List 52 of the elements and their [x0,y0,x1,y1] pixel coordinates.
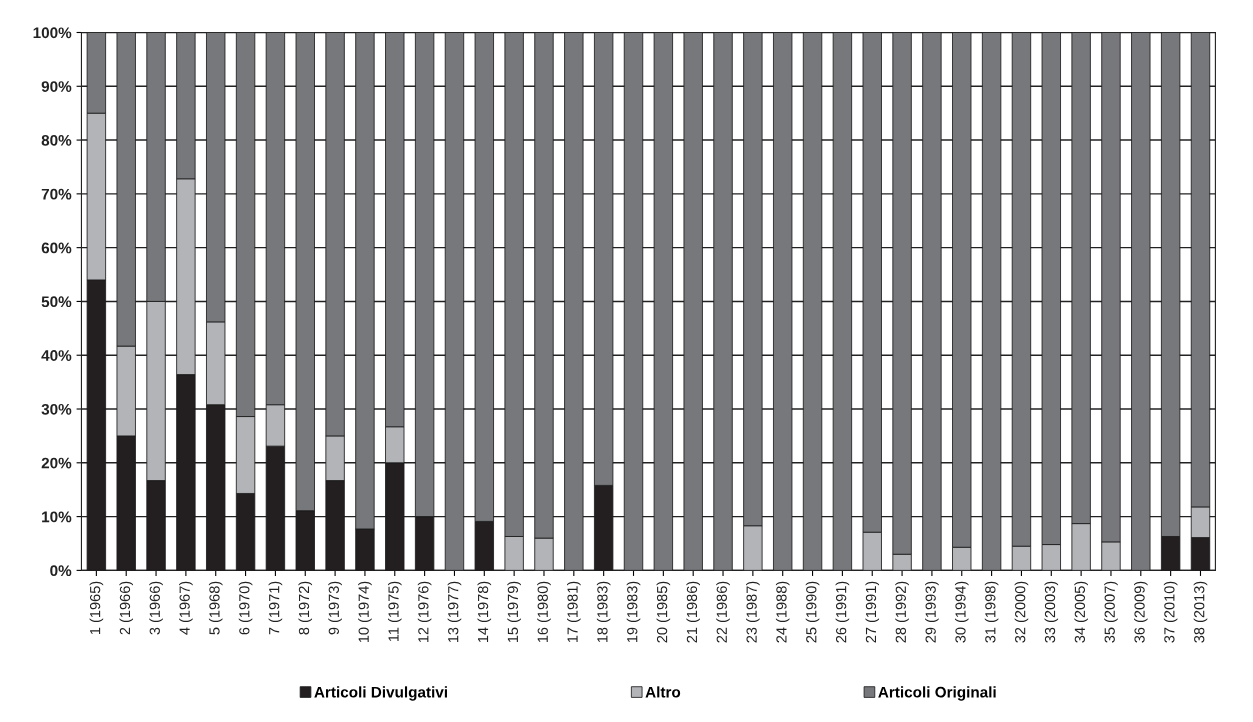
x-tick-label: 32 (2000) [1014,581,1029,643]
y-tick-label: 0% [50,565,72,577]
y-tick-label: 60% [41,242,72,254]
x-tick-label: 9 (1973) [328,581,342,635]
x-tick-label: 12 (1976) [417,581,432,643]
x-tick-label: 23 (1987) [746,581,760,643]
x-tick-label: 31 (1998) [984,581,999,643]
legend-label: Articoli Divulgativi [314,686,447,701]
x-tick-label: 30 (1994) [954,581,969,643]
x-tick-label: 25 (1990) [805,581,820,643]
x-tick-label: 8 (1972) [298,581,313,635]
x-tick-label: 28 (1992) [895,581,909,643]
y-tick-label: 90% [41,81,72,92]
x-tick-label: 19 (1983) [626,581,641,643]
x-tick-label: 7 (1971) [268,581,283,635]
x-tick-label: 24 (1988) [775,581,790,643]
x-tick-label: 4 (1967) [179,581,193,635]
x-tick-label: 2 (1966) [119,581,133,635]
x-tick-label: 33 (2003) [1044,581,1059,643]
x-tick-label: 27 (1991) [865,581,880,643]
x-tick-label: 5 (1968) [208,581,223,635]
x-tick-label: 3 (1966) [149,581,163,635]
x-tick-label: 20 (1985) [656,581,671,643]
y-tick-label: 80% [41,134,72,146]
x-tick-label: 34 (2005) [1074,581,1088,643]
x-tick-label: 10 (1974) [358,581,372,643]
x-tick-label: 11 (1975) [387,581,402,642]
x-tick-label: 38 (2013) [1193,581,1208,643]
y-tick-label: 100% [33,27,72,39]
x-tick-label: 1 (1965) [89,581,104,634]
legend-label: Altro [645,686,681,698]
x-tick-label: 15 (1979) [507,581,521,643]
x-tick-label: 18 (1983) [596,581,611,643]
x-tick-label: 22 (1986) [716,581,730,643]
x-tick-label: 35 (2007) [1104,581,1118,643]
x-tick-label: 21 (1986) [686,581,700,643]
y-tick-label: 40% [41,350,72,361]
y-tick-label: 10% [42,511,72,523]
x-tick-label: 29 (1993) [925,581,939,643]
x-tick-label: 6 (1970) [238,581,253,635]
x-tick-label: 16 (1980) [537,581,551,643]
x-tick-label: 26 (1991) [835,581,850,643]
x-tick-label: 17 (1981) [567,581,581,643]
x-tick-label: 36 (2009) [1134,581,1148,643]
x-tick-label: 37 (2010) [1163,581,1178,643]
y-tick-label: 50% [41,296,72,308]
legend-label: Articoli Originali [878,686,996,701]
y-tick-label: 70% [41,188,72,200]
y-tick-label: 30% [41,403,72,415]
x-tick-label: 13 (1977) [447,581,462,643]
x-tick-label: 14 (1978) [477,581,492,643]
y-tick-label: 20% [41,457,72,469]
